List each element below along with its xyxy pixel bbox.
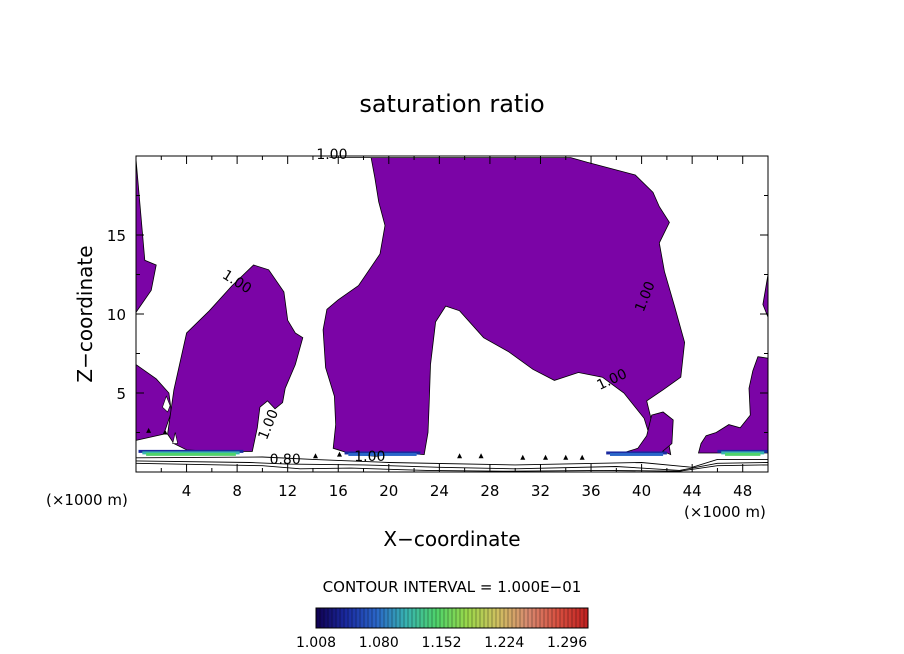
x-tick-label-4: 4 xyxy=(182,482,192,500)
supersaturated-region-3 xyxy=(167,264,304,452)
cell-marker-10 xyxy=(162,429,168,435)
supersaturated-region-1 xyxy=(135,159,157,314)
supersaturated-region-5 xyxy=(622,411,674,454)
cell-marker-1 xyxy=(312,453,318,459)
x-tick-label-20: 20 xyxy=(379,482,398,500)
ground-contour-2 xyxy=(135,460,769,471)
x-tick-label-44: 44 xyxy=(683,482,702,500)
cell-marker-4 xyxy=(478,453,484,459)
y-axis-label: Z−coordinate xyxy=(73,245,97,382)
x-tick-label-36: 36 xyxy=(581,482,600,500)
contour-lines xyxy=(135,456,769,472)
cell-marker-2 xyxy=(337,451,343,457)
cell-marker-9 xyxy=(146,427,152,433)
cell-marker-6 xyxy=(543,454,549,460)
x-tick-label-24: 24 xyxy=(430,482,449,500)
cell-marker-3 xyxy=(457,453,463,459)
cell-marker-8 xyxy=(579,454,585,460)
colorbar-stripes xyxy=(319,608,585,628)
x-ticks: 4 8 12 16 20 24 28 32 36 40 44 48 xyxy=(160,156,752,500)
x-unit-right: (×1000 m) xyxy=(684,503,766,521)
colorbar-tick-1.224: 1.224 xyxy=(484,635,524,651)
contour-label-1: 1.00 xyxy=(316,147,347,163)
y-tick-label-5: 5 xyxy=(116,385,126,403)
x-axis-label: X−coordinate xyxy=(383,527,520,551)
x-tick-label-8: 8 xyxy=(232,482,242,500)
ground-band-1-layer-3 xyxy=(146,452,236,456)
colorbar-tick-labels: 1.008 1.080 1.152 1.224 1.296 xyxy=(296,635,587,651)
x-unit-left: (×1000 m) xyxy=(46,491,128,509)
clear-pocket-2 xyxy=(172,432,179,444)
x-tick-label-40: 40 xyxy=(632,482,651,500)
cell-marker-5 xyxy=(520,454,526,460)
clear-pocket-1 xyxy=(162,395,171,413)
ground-band-2-layer-2 xyxy=(348,452,417,456)
supersaturated-region-4 xyxy=(322,157,686,457)
x-tick-label-28: 28 xyxy=(480,482,499,500)
y-tick-label-15: 15 xyxy=(107,227,126,245)
colorbar-tick-1.008: 1.008 xyxy=(296,635,336,651)
y-tick-label-10: 10 xyxy=(107,306,126,324)
chart-title: saturation ratio xyxy=(359,90,544,118)
x-tick-label-48: 48 xyxy=(733,482,752,500)
colorbar-tick-1.080: 1.080 xyxy=(359,635,399,651)
cell-marker-7 xyxy=(563,454,569,460)
supersaturated-region-6 xyxy=(697,356,769,454)
contour-label-7: 1.00 xyxy=(354,449,385,465)
saturation-fill-regions xyxy=(135,157,769,460)
supersaturated-region-7 xyxy=(762,274,769,318)
ground-band-4-layer-3 xyxy=(725,452,761,456)
colorbar-tick-1.152: 1.152 xyxy=(421,635,461,651)
x-tick-label-12: 12 xyxy=(278,482,297,500)
contour-label-6: 0.80 xyxy=(270,452,301,468)
x-tick-label-16: 16 xyxy=(329,482,348,500)
ground-contour-1 xyxy=(135,456,768,468)
y-ticks: 5 10 15 xyxy=(107,195,768,433)
ground-band-3-layer-2 xyxy=(610,452,664,456)
contour-interval-text: CONTOUR INTERVAL = 1.000E−01 xyxy=(323,578,582,596)
colorbar-tick-1.296: 1.296 xyxy=(547,635,587,651)
x-tick-label-32: 32 xyxy=(531,482,550,500)
